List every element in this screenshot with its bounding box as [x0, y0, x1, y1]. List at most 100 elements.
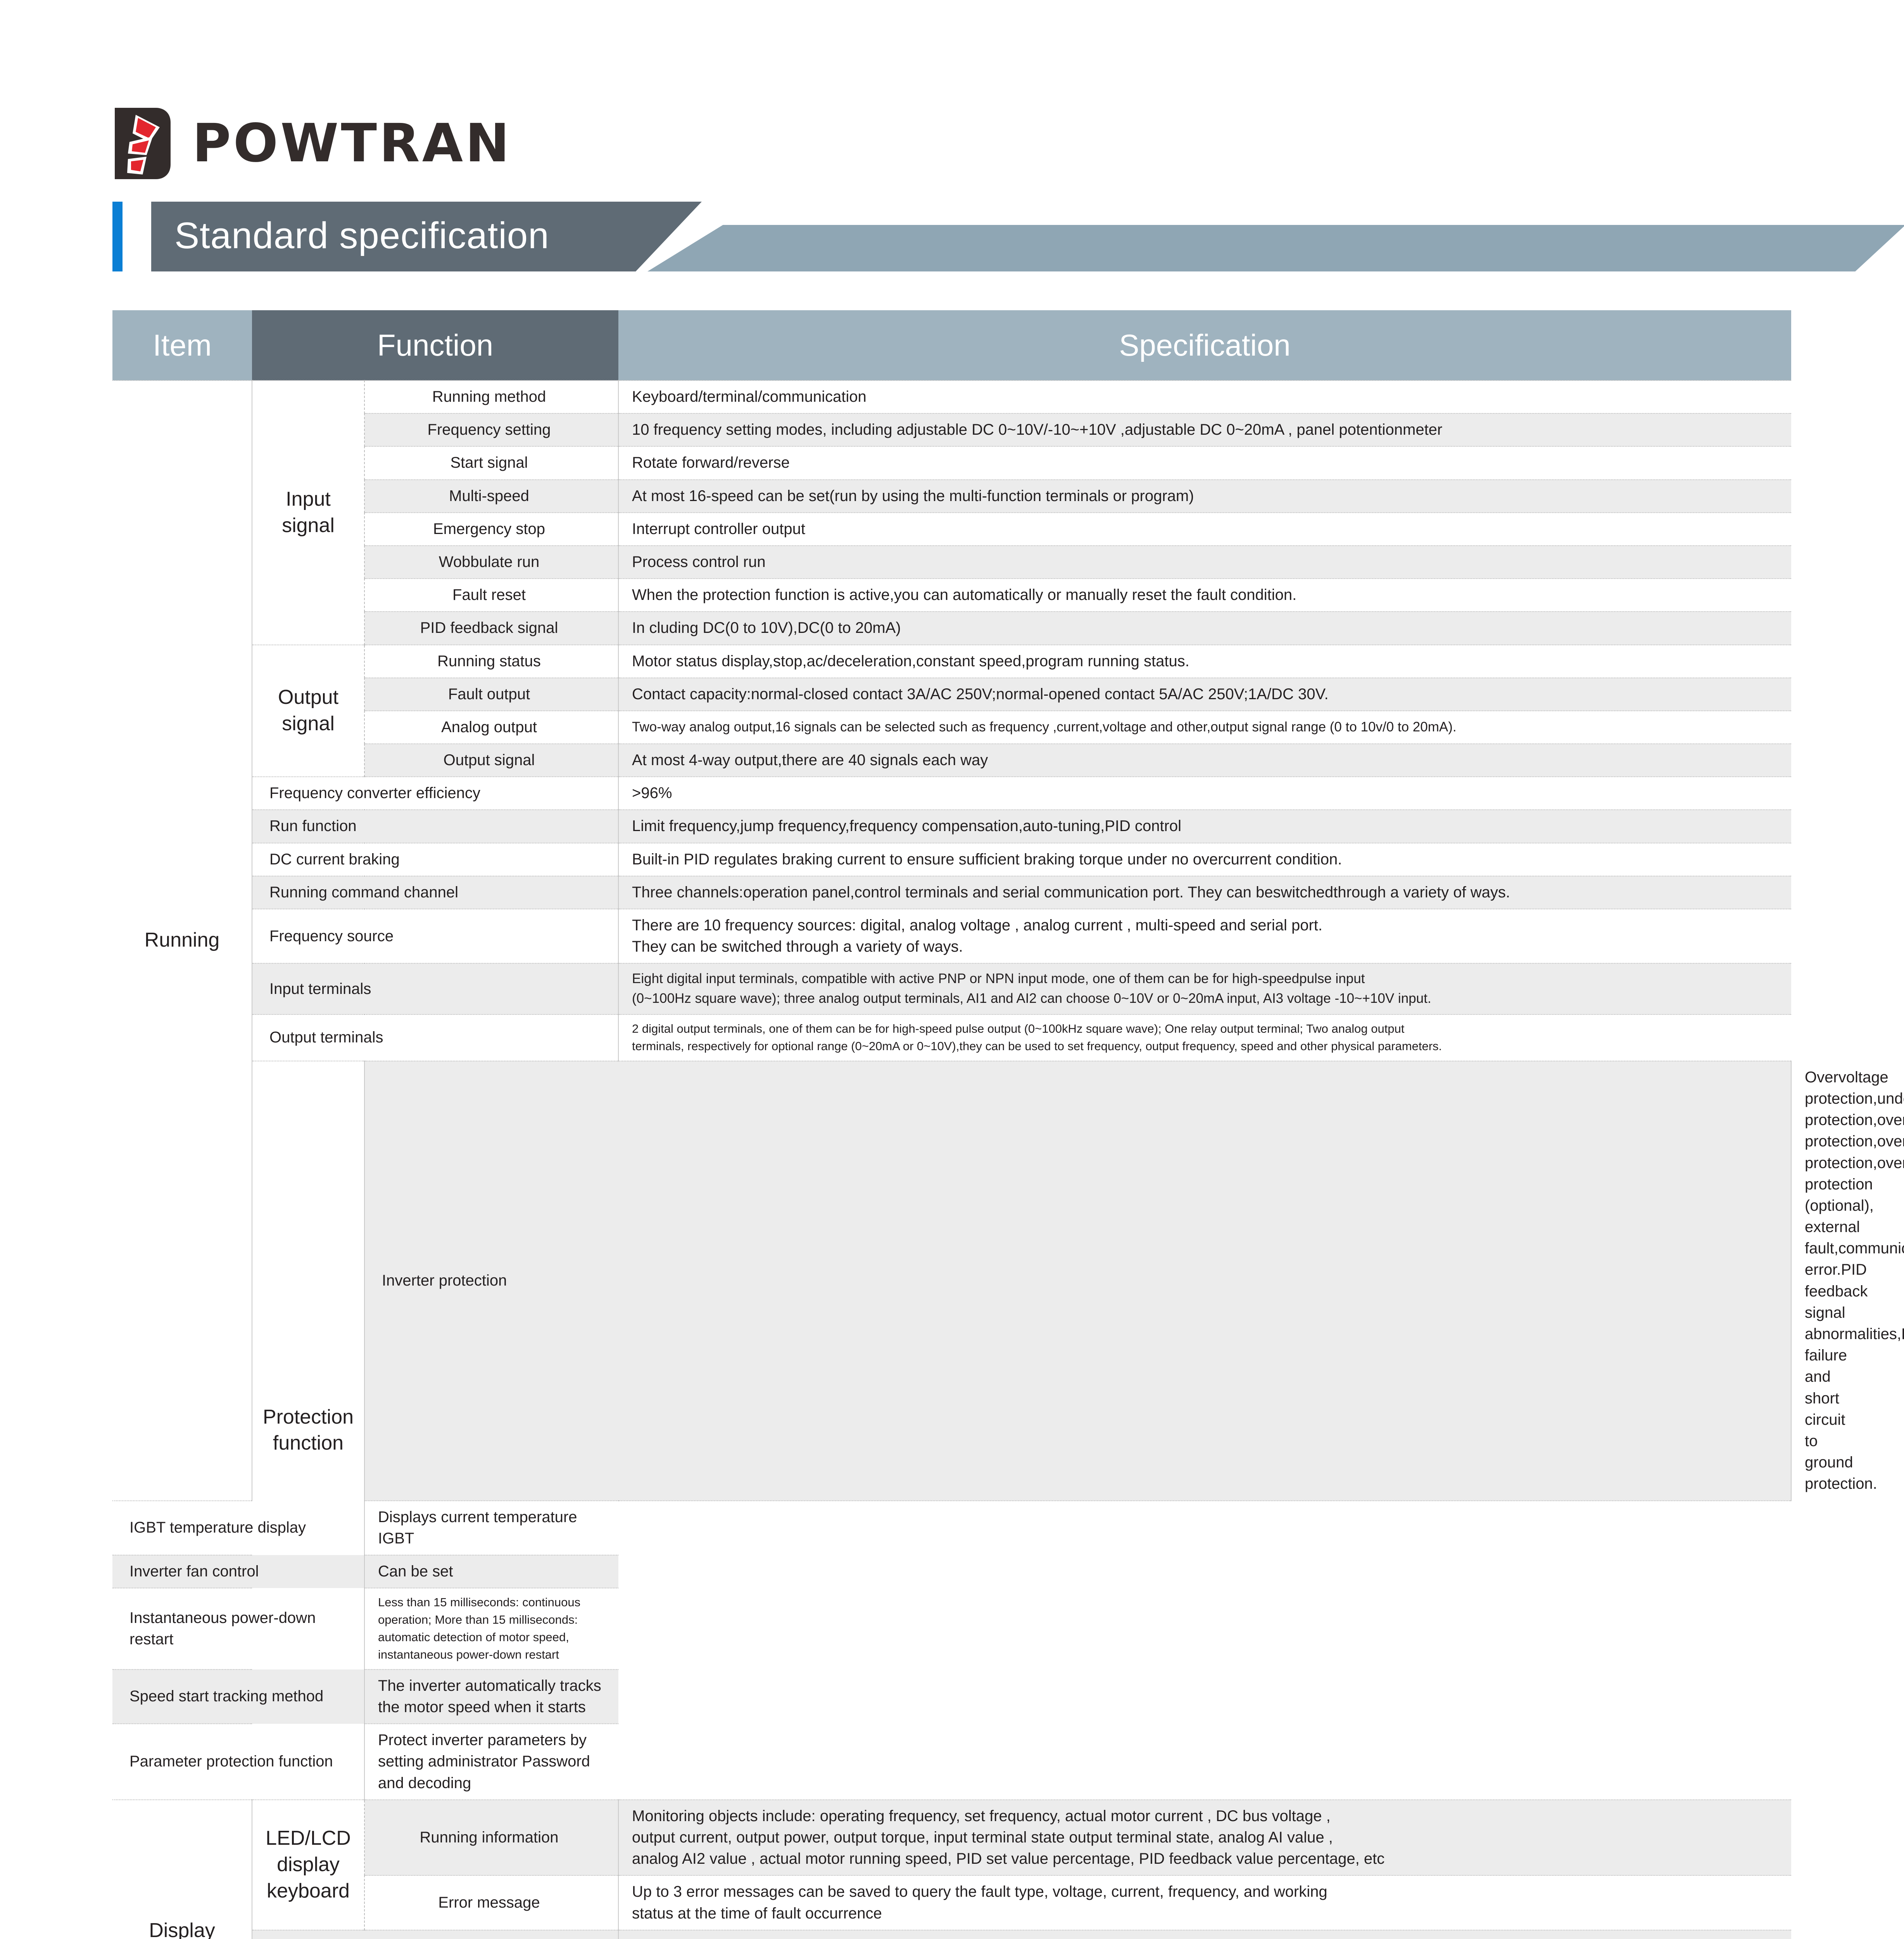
spec-dc-current-braking: Built-in PID regulates braking current t… — [618, 842, 1792, 876]
spec-frequency-setting: 10 frequency setting modes, including ad… — [618, 413, 1792, 447]
group-led-lcd-keyboard: LED/LCD display keyboard — [252, 1799, 365, 1930]
spec-instantaneous-power-down-restart: Less than 15 milliseconds: continuous op… — [364, 1588, 619, 1670]
spec-output-signal: At most 4-way output,there are 40 signal… — [618, 743, 1792, 778]
brand-wordmark: POWTRAN — [192, 113, 512, 174]
spec-run-function: Limit frequency,jump frequency,frequency… — [618, 809, 1792, 843]
function-parameter-protection-function: Parameter protection function — [112, 1723, 365, 1800]
spec-wobbulate-run: Process control run — [618, 545, 1792, 579]
spec-speed-start-tracking-method: The inverter automatically tracks the mo… — [364, 1669, 619, 1725]
function-pid-feedback-signal: PID feedback signal — [364, 611, 619, 645]
function-output-signal: Output signal — [364, 743, 619, 778]
spec-parameter-protection-function: Protect inverter parameters by setting a… — [364, 1723, 619, 1800]
table-row: Display LED/LCD display keyboard Running… — [112, 1799, 1792, 1939]
column-header-item: Item — [112, 310, 252, 380]
function-igbt-temperature-display: IGBT temperature display — [112, 1500, 365, 1555]
table-row: Start signal Rotate forward/reverse — [112, 446, 1792, 480]
table-row: Frequency setting 10 frequency setting m… — [112, 413, 1792, 447]
function-frequency-converter-efficiency: Frequency converter efficiency — [252, 776, 619, 811]
group-running: Running — [112, 380, 252, 1501]
function-analog-output: Analog output — [364, 710, 619, 745]
spec-start-signal: Rotate forward/reverse — [618, 446, 1792, 480]
function-speed-start-tracking-method: Speed start tracking method — [112, 1669, 365, 1725]
table-row: LCD display Display parameters — [112, 1929, 1792, 1939]
banner-secondary-shape — [647, 225, 1904, 271]
table-row: Fault output Contact capacity:normal-clo… — [112, 677, 1792, 711]
function-frequency-source: Frequency source — [252, 908, 619, 964]
spec-running-information: Monitoring objects include: operating fr… — [618, 1799, 1792, 1876]
banner-primary-shape — [151, 202, 702, 271]
column-header-function: Function — [252, 310, 619, 380]
spec-error-message: Up to 3 error messages can be saved to q… — [618, 1875, 1792, 1930]
table-row: Speed start tracking method The inverter… — [112, 1669, 1791, 1725]
spec-inverter-fan-control: Can be set — [364, 1554, 619, 1589]
table-row: Multi-speed At most 16-speed can be set(… — [112, 479, 1792, 513]
spec-multi-speed: At most 16-speed can be set(run by using… — [618, 479, 1792, 513]
table-row: Emergency stop Interrupt controller outp… — [112, 512, 1792, 546]
function-running-information: Running information — [364, 1799, 619, 1876]
function-lcd-display-1: LCD display — [252, 1929, 619, 1939]
spec-analog-output: Two-way analog output,16 signals can be … — [618, 710, 1792, 745]
function-start-signal: Start signal — [364, 446, 619, 480]
table-row: Error message Up to 3 error messages can… — [112, 1875, 1792, 1930]
function-input-terminals: Input terminals — [252, 963, 619, 1015]
spec-lcd-display-1: Display parameters — [618, 1929, 1792, 1939]
table-row: Output signal At most 4-way output,there… — [112, 743, 1792, 778]
page-banner: Standard specification — [112, 202, 1904, 271]
table-header-row: Item Function Specification — [112, 310, 1792, 380]
function-output-terminals: Output terminals — [252, 1014, 619, 1061]
table-row: Wobbulate run Process control run — [112, 545, 1792, 579]
function-running-status: Running status — [364, 644, 619, 678]
table-row: Inverter fan control Can be set — [112, 1554, 1791, 1589]
function-inverter-protection: Inverter protection — [364, 1060, 1792, 1501]
spec-output-terminals: 2 digital output terminals, one of them … — [618, 1014, 1792, 1061]
spec-frequency-converter-efficiency: >96% — [618, 776, 1792, 811]
table-row: Run function Limit frequency,jump freque… — [112, 809, 1792, 843]
standard-specification-table: Item Function Specification Running Inpu… — [112, 310, 1904, 1939]
table-row: IGBT temperature display Displays curren… — [112, 1500, 1791, 1555]
table-row: Running command channel Three channels:o… — [112, 875, 1792, 910]
table-row: Input terminals Eight digital input term… — [112, 963, 1792, 1015]
function-wobbulate-run: Wobbulate run — [364, 545, 619, 579]
function-instantaneous-power-down-restart: Instantaneous power-down restart — [112, 1588, 365, 1670]
group-display: Display — [112, 1799, 252, 1939]
table-row: DC current braking Built-in PID regulate… — [112, 842, 1792, 876]
function-inverter-fan-control: Inverter fan control — [112, 1554, 365, 1589]
function-running-method: Running method — [364, 380, 619, 414]
spec-fault-output: Contact capacity:normal-closed contact 3… — [618, 677, 1792, 711]
spec-emergency-stop: Interrupt controller output — [618, 512, 1792, 546]
banner-accent-bar — [112, 202, 123, 271]
brand-header: POWTRAN — [112, 105, 512, 182]
spec-running-command-channel: Three channels:operation panel,control t… — [618, 875, 1792, 910]
spec-pid-feedback-signal: In cluding DC(0 to 10V),DC(0 to 20mA) — [618, 611, 1792, 645]
table-row: Frequency converter efficiency >96% — [112, 776, 1792, 811]
column-header-specification: Specification — [618, 310, 1792, 380]
table-row: Frequency source There are 10 frequency … — [112, 908, 1792, 964]
function-frequency-setting: Frequency setting — [364, 413, 619, 447]
function-dc-current-braking: DC current braking — [252, 842, 619, 876]
powtran-logo-icon — [112, 105, 178, 182]
function-fault-output: Fault output — [364, 677, 619, 711]
table-row: Output signal Running status Motor statu… — [112, 644, 1792, 778]
table-row: Protection function Inverter protection … — [112, 1060, 1904, 1800]
table-row: Running Input signal Running method Keyb… — [112, 380, 1792, 1501]
spec-running-method: Keyboard/terminal/communication — [618, 380, 1792, 414]
function-multi-speed: Multi-speed — [364, 479, 619, 513]
table-row: Output terminals 2 digital output termin… — [112, 1014, 1792, 1061]
table-row: PID feedback signal In cluding DC(0 to 1… — [112, 611, 1792, 645]
table-row: Parameter protection function Protect in… — [112, 1723, 1791, 1800]
spec-running-status: Motor status display,stop,ac/deceleratio… — [618, 644, 1792, 678]
function-running-command-channel: Running command channel — [252, 875, 619, 910]
function-emergency-stop: Emergency stop — [364, 512, 619, 546]
function-run-function: Run function — [252, 809, 619, 843]
spec-frequency-source: There are 10 frequency sources: digital,… — [618, 908, 1792, 964]
group-input-signal: Input signal — [252, 380, 365, 645]
spec-input-terminals: Eight digital input terminals, compatibl… — [618, 963, 1792, 1015]
group-output-signal: Output signal — [252, 644, 365, 778]
page-title: Standard specification — [174, 215, 549, 256]
spec-fault-reset: When the protection function is active,y… — [618, 578, 1792, 612]
function-fault-reset: Fault reset — [364, 578, 619, 612]
table-row: Fault reset When the protection function… — [112, 578, 1792, 612]
function-error-message: Error message — [364, 1875, 619, 1930]
table-row: Instantaneous power-down restart Less th… — [112, 1588, 1791, 1670]
table-row: Analog output Two-way analog output,16 s… — [112, 710, 1792, 745]
